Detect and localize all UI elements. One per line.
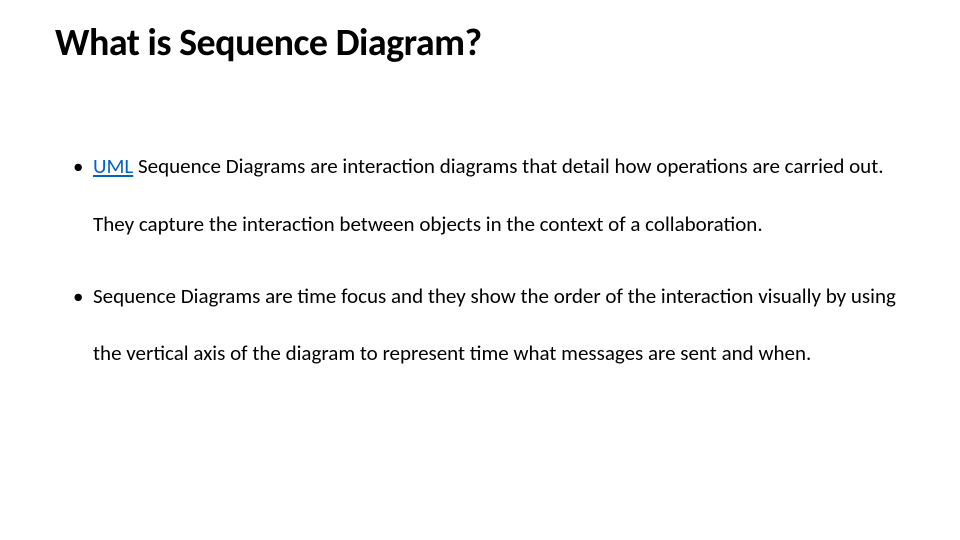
bullet-item: UML Sequence Diagrams are interaction di… xyxy=(73,138,905,254)
bullet-text: Sequence Diagrams are time focus and the… xyxy=(93,283,896,367)
slide-title: What is Sequence Diagram? xyxy=(55,20,905,66)
slide-content: What is Sequence Diagram? UML Sequence D… xyxy=(0,0,960,540)
bullet-item: Sequence Diagrams are time focus and the… xyxy=(73,268,905,384)
bullet-text: Sequence Diagrams are interaction diagra… xyxy=(93,153,884,237)
uml-link[interactable]: UML xyxy=(93,153,133,179)
bullet-list: UML Sequence Diagrams are interaction di… xyxy=(55,138,905,383)
